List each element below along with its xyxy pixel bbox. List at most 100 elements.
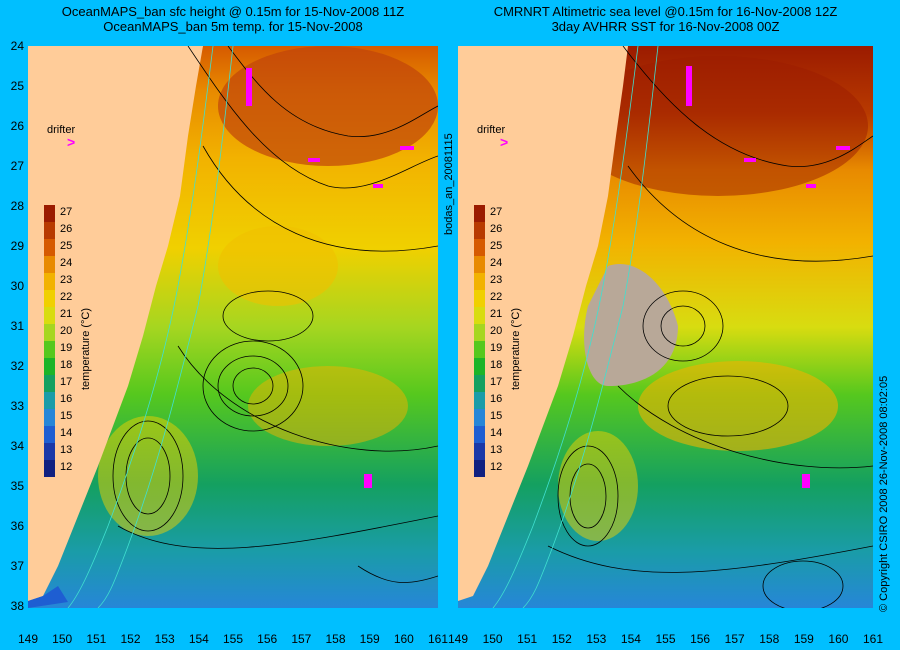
colorbar-label: 23 xyxy=(60,274,73,286)
colorbar-swatch xyxy=(474,460,485,477)
latitude-label: 34 xyxy=(10,439,24,453)
colorbar-label: 14 xyxy=(60,427,73,439)
colorbar-title: temperature (°C) xyxy=(80,307,92,390)
colorbar-label: 16 xyxy=(60,393,73,405)
right-temperature-map xyxy=(458,46,873,608)
colorbar-label: 27 xyxy=(60,206,73,218)
colorbar-swatch xyxy=(44,443,55,460)
left-map-title: OceanMAPS_ban sfc height @ 0.15m for 15-… xyxy=(28,4,438,34)
right-title-line2: 3day AVHRR SST for 16-Nov-2008 00Z xyxy=(551,19,780,34)
colorbar-label: 18 xyxy=(490,359,503,371)
colorbar-swatch xyxy=(44,222,55,239)
colorbar-label: 23 xyxy=(490,274,503,286)
right-title-line1: CMRNRT Altimetric sea level @0.15m for 1… xyxy=(493,4,838,19)
colorbar-swatch xyxy=(44,307,55,324)
colorbar-title: temperature (°C) xyxy=(510,307,522,390)
colorbar-label: 22 xyxy=(490,291,503,303)
colorbar-swatch xyxy=(474,426,485,443)
colorbar-swatch xyxy=(44,239,55,256)
colorbar-label: 19 xyxy=(60,342,73,354)
colorbar-label: 15 xyxy=(490,410,503,422)
longitude-label: 153 xyxy=(154,632,175,646)
latitude-label: 27 xyxy=(10,159,24,173)
latitude-label: 36 xyxy=(10,519,24,533)
colorbar-swatch xyxy=(474,307,485,324)
longitude-label: 156 xyxy=(690,632,711,646)
colorbar-label: 19 xyxy=(490,342,503,354)
colorbar-swatch xyxy=(44,273,55,290)
right-drifter-label: drifter xyxy=(477,124,506,136)
longitude-label: 160 xyxy=(393,632,414,646)
colorbar-label: 22 xyxy=(60,291,73,303)
colorbar-swatch xyxy=(474,375,485,392)
latitude-label: 35 xyxy=(10,479,24,493)
latitude-label: 31 xyxy=(10,319,24,333)
longitude-label: 161 xyxy=(427,632,449,646)
latitude-label: 28 xyxy=(10,199,24,213)
latitude-label: 26 xyxy=(10,119,24,133)
colorbar-label: 17 xyxy=(490,376,503,388)
colorbar-swatch xyxy=(474,341,485,358)
colorbar-label: 25 xyxy=(490,240,503,252)
right-drifter-marker: > xyxy=(500,134,509,150)
right-map-title: CMRNRT Altimetric sea level @0.15m for 1… xyxy=(458,4,873,34)
colorbar-label: 24 xyxy=(60,257,73,269)
colorbar-label: 17 xyxy=(60,376,73,388)
colorbar-label: 16 xyxy=(490,393,503,405)
colorbar-label: 20 xyxy=(60,325,73,337)
colorbar-swatch xyxy=(44,341,55,358)
colorbar-label: 13 xyxy=(60,444,73,456)
colorbar-swatch xyxy=(44,409,55,426)
longitude-label: 159 xyxy=(793,632,814,646)
longitude-label: 158 xyxy=(759,632,780,646)
longitude-label: 151 xyxy=(86,632,107,646)
colorbar-swatch xyxy=(44,375,55,392)
colorbar-swatch xyxy=(44,290,55,307)
right-map-graphic xyxy=(458,46,873,608)
colorbar-swatch xyxy=(44,205,55,222)
colorbar-label: 15 xyxy=(60,410,73,422)
longitude-label: 152 xyxy=(120,632,141,646)
colorbar-label: 26 xyxy=(60,223,73,235)
longitude-label: 154 xyxy=(188,632,209,646)
colorbar-swatch xyxy=(44,426,55,443)
colorbar-swatch xyxy=(44,358,55,375)
copyright-label: © Copyright CSIRO 2008 26-Nov-2008 08:02… xyxy=(878,375,890,612)
longitude-label: 158 xyxy=(325,632,346,646)
left-title-line1: OceanMAPS_ban sfc height @ 0.15m for 15-… xyxy=(61,4,405,19)
longitude-label: 153 xyxy=(586,632,607,646)
colorbar-swatch xyxy=(44,460,55,477)
left-drifter-label: drifter xyxy=(47,124,76,136)
latitude-label: 37 xyxy=(10,559,24,573)
colorbar-label: 25 xyxy=(60,240,73,252)
colorbar-swatch xyxy=(474,443,485,460)
longitude-label: 152 xyxy=(551,632,572,646)
latitude-label: 32 xyxy=(10,359,24,373)
colorbar-swatch xyxy=(474,273,485,290)
colorbar-label: 14 xyxy=(490,427,503,439)
colorbar-swatch xyxy=(474,256,485,273)
longitude-label: 155 xyxy=(655,632,676,646)
longitude-label: 157 xyxy=(291,632,312,646)
colorbar-swatch xyxy=(474,290,485,307)
colorbar-swatch xyxy=(474,205,485,222)
colorbar-swatch xyxy=(44,256,55,273)
colorbar-label: 18 xyxy=(60,359,73,371)
longitude-label: 149 xyxy=(17,632,39,646)
colorbar-label: 21 xyxy=(60,308,73,320)
colorbar-swatch xyxy=(474,409,485,426)
colorbar-label: 26 xyxy=(490,223,503,235)
latitude-label: 29 xyxy=(10,239,24,253)
longitude-label: 154 xyxy=(620,632,641,646)
colorbar-label: 12 xyxy=(60,461,73,473)
left-drifter-marker: > xyxy=(67,134,76,150)
colorbar-swatch xyxy=(44,324,55,341)
analysis-label: bodas_an_20081115 xyxy=(443,133,455,235)
latitude-label: 33 xyxy=(10,399,24,413)
latitude-label: 30 xyxy=(10,279,24,293)
longitude-label: 161 xyxy=(862,632,884,646)
colorbar-swatch xyxy=(44,392,55,409)
latitude-label: 24 xyxy=(10,39,24,53)
colorbar-label: 13 xyxy=(490,444,503,456)
longitude-label: 150 xyxy=(482,632,503,646)
